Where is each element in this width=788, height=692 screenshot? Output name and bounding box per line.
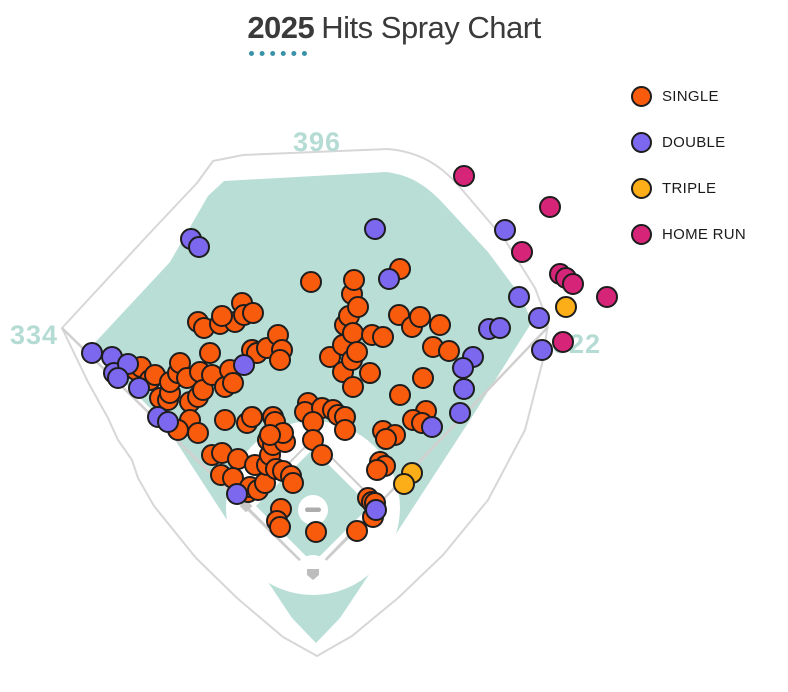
hit-point-single[interactable] <box>211 305 233 327</box>
hit-point-double[interactable] <box>233 354 255 376</box>
pitcher-rubber <box>305 507 321 512</box>
hit-point-single[interactable] <box>375 428 397 450</box>
hit-point-double[interactable] <box>508 286 530 308</box>
hit-point-single[interactable] <box>438 340 460 362</box>
hit-point-single[interactable] <box>343 269 365 291</box>
page-title: 2025 Hits Spray Chart <box>247 10 541 46</box>
hit-point-double[interactable] <box>364 218 386 240</box>
hit-point-double[interactable] <box>157 411 179 433</box>
hit-point-double[interactable] <box>226 483 248 505</box>
hit-point-double[interactable] <box>528 307 550 329</box>
legend-item-home-run[interactable]: HOME RUN <box>631 224 746 245</box>
legend-label-home-run: HOME RUN <box>662 226 747 243</box>
hit-point-home-run[interactable] <box>562 273 584 295</box>
hit-point-single[interactable] <box>242 302 264 324</box>
hit-point-home-run[interactable] <box>552 331 574 353</box>
hit-point-home-run[interactable] <box>511 241 533 263</box>
hit-point-single[interactable] <box>300 271 322 293</box>
hit-point-single[interactable] <box>214 409 236 431</box>
hit-point-double[interactable] <box>128 377 150 399</box>
hit-point-home-run[interactable] <box>596 286 618 308</box>
hit-point-single[interactable] <box>305 521 327 543</box>
hit-point-double[interactable] <box>365 499 387 521</box>
distance-label-396: 396 <box>293 127 341 157</box>
distance-label-334: 334 <box>10 320 58 350</box>
legend-swatch-home-run <box>631 224 652 245</box>
hit-point-triple[interactable] <box>555 296 577 318</box>
hit-point-single[interactable] <box>269 349 291 371</box>
hit-point-single[interactable] <box>334 419 356 441</box>
legend-item-double[interactable]: DOUBLE <box>631 132 746 153</box>
hit-point-single[interactable] <box>409 306 431 328</box>
hit-point-double[interactable] <box>489 317 511 339</box>
hit-point-single[interactable] <box>359 362 381 384</box>
hit-point-single[interactable] <box>342 376 364 398</box>
hit-point-single[interactable] <box>222 372 244 394</box>
hit-point-double[interactable] <box>81 342 103 364</box>
hit-point-double[interactable] <box>188 236 210 258</box>
hit-point-double[interactable] <box>494 219 516 241</box>
legend: SINGLE DOUBLE TRIPLE HOME RUN <box>631 86 746 245</box>
title-text: Hits Spray Chart <box>321 10 541 45</box>
hit-point-single[interactable] <box>269 516 291 538</box>
hit-point-single[interactable] <box>347 296 369 318</box>
legend-swatch-single <box>631 86 652 107</box>
chart-header: 2025 Hits Spray Chart <box>0 10 788 56</box>
legend-item-triple[interactable]: TRIPLE <box>631 178 746 199</box>
hit-point-single[interactable] <box>187 422 209 444</box>
hit-point-double[interactable] <box>378 268 400 290</box>
hit-point-single[interactable] <box>311 444 333 466</box>
legend-label-single: SINGLE <box>662 88 719 105</box>
hit-point-double[interactable] <box>453 378 475 400</box>
hit-point-triple[interactable] <box>393 473 415 495</box>
hit-point-single[interactable] <box>346 341 368 363</box>
hit-point-home-run[interactable] <box>539 196 561 218</box>
legend-label-double: DOUBLE <box>662 134 726 151</box>
hit-point-single[interactable] <box>342 322 364 344</box>
hit-point-single[interactable] <box>372 326 394 348</box>
title-year: 2025 <box>247 10 315 45</box>
hit-point-home-run[interactable] <box>453 165 475 187</box>
hit-point-single[interactable] <box>346 520 368 542</box>
hit-point-single[interactable] <box>366 459 388 481</box>
legend-swatch-triple <box>631 178 652 199</box>
home-plate <box>307 569 319 580</box>
hit-point-single[interactable] <box>412 367 434 389</box>
hit-point-single[interactable] <box>259 424 281 446</box>
hit-point-single[interactable] <box>282 472 304 494</box>
hit-point-double[interactable] <box>449 402 471 424</box>
legend-label-triple: TRIPLE <box>662 180 717 197</box>
hit-point-double[interactable] <box>421 416 443 438</box>
legend-item-single[interactable]: SINGLE <box>631 86 746 107</box>
legend-swatch-double <box>631 132 652 153</box>
hit-point-double[interactable] <box>452 357 474 379</box>
hit-points-layer <box>81 165 618 543</box>
hit-point-single[interactable] <box>241 406 263 428</box>
title-underline-dots <box>249 51 308 56</box>
hit-point-double[interactable] <box>531 339 553 361</box>
hit-point-double[interactable] <box>107 367 129 389</box>
hit-point-single[interactable] <box>429 314 451 336</box>
hit-point-single[interactable] <box>389 384 411 406</box>
hit-point-single[interactable] <box>199 342 221 364</box>
